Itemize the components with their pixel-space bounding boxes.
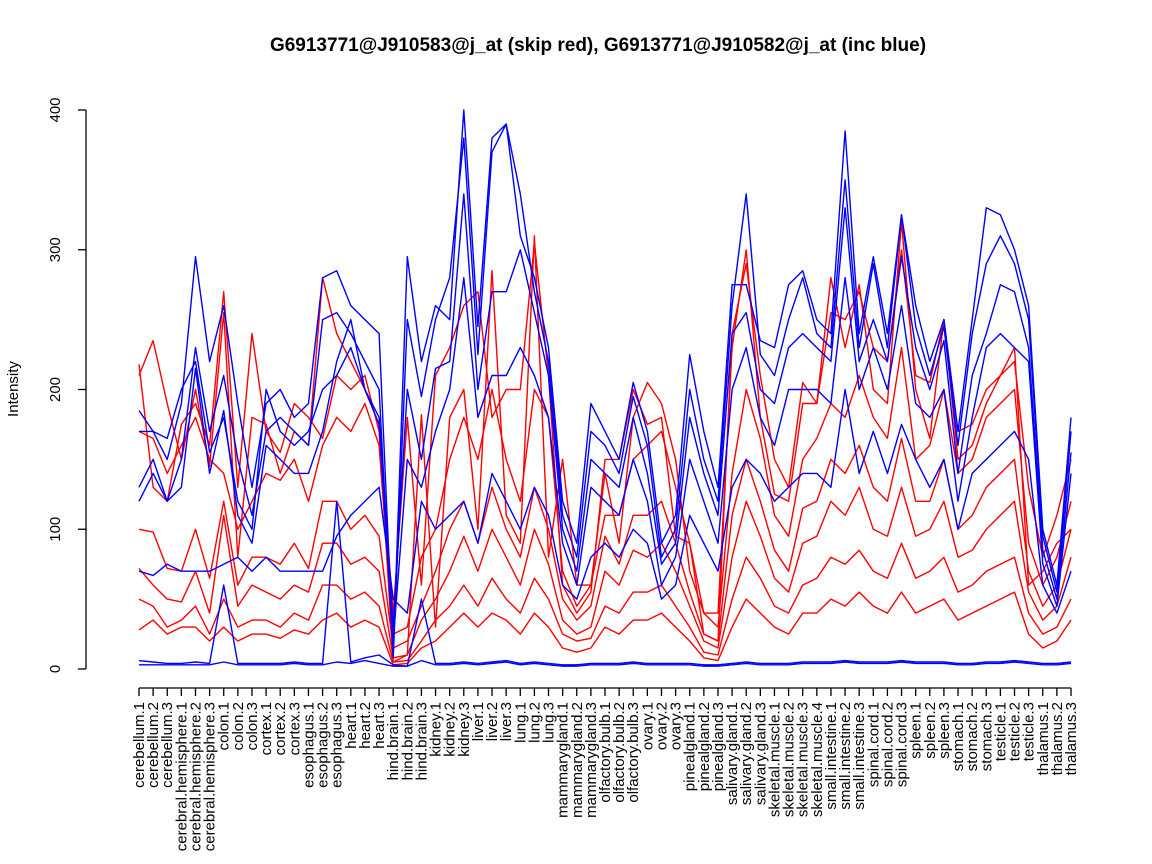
x-tick-label: thalamus.2 bbox=[1049, 702, 1066, 775]
x-tick-label: kidney.2 bbox=[442, 702, 459, 757]
series-line-inc-4 bbox=[138, 277, 1072, 642]
x-tick-label: hind.brain.3 bbox=[413, 702, 430, 780]
x-tick-label: spinal.cord.1 bbox=[865, 702, 882, 787]
x-tick-label: heart.1 bbox=[343, 702, 360, 749]
y-tick-label: 300 bbox=[47, 237, 64, 262]
x-tick-label: mammarygland.1 bbox=[555, 702, 572, 818]
x-tick-label: mammarygland.2 bbox=[569, 702, 586, 818]
series-line-inc-2 bbox=[138, 123, 1072, 659]
series-line-inc-3 bbox=[139, 193, 1072, 628]
series-group bbox=[138, 109, 1072, 667]
x-tick-label: colon.1 bbox=[216, 702, 233, 750]
series-line-inc-5 bbox=[138, 388, 1072, 614]
x-tick-label: spleen.2 bbox=[922, 702, 939, 759]
x-tick-label: cortex.3 bbox=[286, 702, 303, 755]
x-tick-label: salivary.gland.2 bbox=[738, 702, 755, 805]
x-tick-label: heart.3 bbox=[371, 702, 388, 749]
x-tick-label: cortex.1 bbox=[258, 702, 275, 755]
x-tick-label: skeletal.muscle.4 bbox=[809, 702, 826, 817]
x-tick-label: spleen.1 bbox=[908, 702, 925, 759]
x-tick-label: testicle.2 bbox=[1007, 702, 1024, 761]
x-tick-label: stomach.1 bbox=[950, 702, 967, 771]
x-tick-label: thalamus.1 bbox=[1035, 702, 1052, 775]
series-line-skip-7 bbox=[138, 591, 1072, 666]
x-tick-label: pinealgland.2 bbox=[696, 702, 713, 791]
y-tick-label: 0 bbox=[47, 665, 64, 673]
x-tick-label: olfactory.bulb.1 bbox=[597, 702, 614, 803]
x-tick-label: salivary.gland.1 bbox=[724, 702, 741, 805]
x-tick-label: liver.2 bbox=[484, 702, 501, 741]
x-tick-label: thalamus.3 bbox=[1063, 702, 1080, 775]
x-tick-label: cerebellum.2 bbox=[145, 702, 162, 788]
x-tick-label: pinealgland.3 bbox=[710, 702, 727, 791]
x-tick-label: stomach.3 bbox=[978, 702, 995, 771]
x-tick-label: colon.3 bbox=[244, 702, 261, 750]
x-tick-label: skeletal.muscle.2 bbox=[781, 702, 798, 817]
series-line-skip-6 bbox=[138, 542, 1072, 663]
series-line-skip-4 bbox=[138, 437, 1072, 649]
x-tick-label: cerebral.hemisphere.3 bbox=[202, 702, 219, 851]
y-tick-label: 100 bbox=[47, 517, 64, 542]
x-tick-label: lung.2 bbox=[526, 702, 543, 743]
series-line-skip-5 bbox=[138, 486, 1072, 659]
x-tick-label: cerebellum.3 bbox=[159, 702, 176, 788]
x-tick-label: esophagus.1 bbox=[300, 702, 317, 788]
x-tick-label: small.intestine.2 bbox=[837, 702, 854, 810]
x-tick-label: colon.2 bbox=[230, 702, 247, 750]
x-tick-label: small.intestine.3 bbox=[851, 702, 868, 810]
x-tick-label: testicle.1 bbox=[992, 702, 1009, 761]
x-tick-label: cortex.2 bbox=[272, 702, 289, 755]
y-axis: 0 100 200 300 400 bbox=[47, 97, 87, 673]
x-tick-label: hind.brain.1 bbox=[385, 702, 402, 780]
x-tick-label: heart.2 bbox=[357, 702, 374, 749]
x-tick-label: kidney.3 bbox=[456, 702, 473, 757]
x-tick-label: spinal.cord.3 bbox=[894, 702, 911, 787]
x-tick-label: spleen.3 bbox=[936, 702, 953, 759]
x-tick-label: olfactory.bulb.3 bbox=[625, 702, 642, 803]
x-tick-label: cerebellum.1 bbox=[131, 702, 148, 788]
x-tick-label: hind.brain.2 bbox=[399, 702, 416, 780]
series-line-inc-1 bbox=[138, 109, 1072, 656]
x-tick-label: skeletal.muscle.1 bbox=[766, 702, 783, 817]
x-tick-label: mammarygland.3 bbox=[583, 702, 600, 818]
x-tick-label: cerebral.hemisphere.2 bbox=[187, 702, 204, 851]
x-axis: cerebellum.1cerebellum.2cerebellum.3cere… bbox=[131, 687, 1080, 851]
x-tick-label: kidney.1 bbox=[428, 702, 445, 757]
x-tick-label: skeletal.muscle.3 bbox=[795, 702, 812, 817]
x-tick-label: liver.1 bbox=[470, 702, 487, 741]
x-tick-label: pinealgland.1 bbox=[682, 702, 699, 791]
series-line-inc-7 bbox=[139, 659, 1072, 667]
x-tick-label: ovary.2 bbox=[653, 702, 670, 750]
x-tick-label: liver.3 bbox=[498, 702, 515, 741]
x-tick-label: lung.3 bbox=[541, 702, 558, 743]
x-tick-label: esophagus.2 bbox=[315, 702, 332, 788]
x-tick-label: esophagus.3 bbox=[329, 702, 346, 788]
x-tick-label: salivary.gland.3 bbox=[752, 702, 769, 805]
x-tick-label: stomach.2 bbox=[964, 702, 981, 771]
chart-title: G6913771@J910583@j_at (skip red), G69137… bbox=[270, 35, 926, 56]
x-tick-label: ovary.1 bbox=[639, 702, 656, 750]
x-tick-label: ovary.3 bbox=[668, 702, 685, 750]
series-line-inc-6 bbox=[138, 500, 1072, 667]
x-tick-label: cerebral.hemisphere.1 bbox=[173, 702, 190, 851]
y-axis-label: Intensity bbox=[5, 361, 22, 417]
x-tick-label: lung.1 bbox=[512, 702, 529, 743]
x-tick-label: spinal.cord.2 bbox=[879, 702, 896, 787]
x-tick-label: testicle.3 bbox=[1021, 702, 1038, 761]
x-tick-label: small.intestine.1 bbox=[823, 702, 840, 810]
y-tick-label: 200 bbox=[47, 377, 64, 402]
y-tick-label: 400 bbox=[47, 97, 64, 122]
x-tick-label: olfactory.bulb.2 bbox=[611, 702, 628, 803]
